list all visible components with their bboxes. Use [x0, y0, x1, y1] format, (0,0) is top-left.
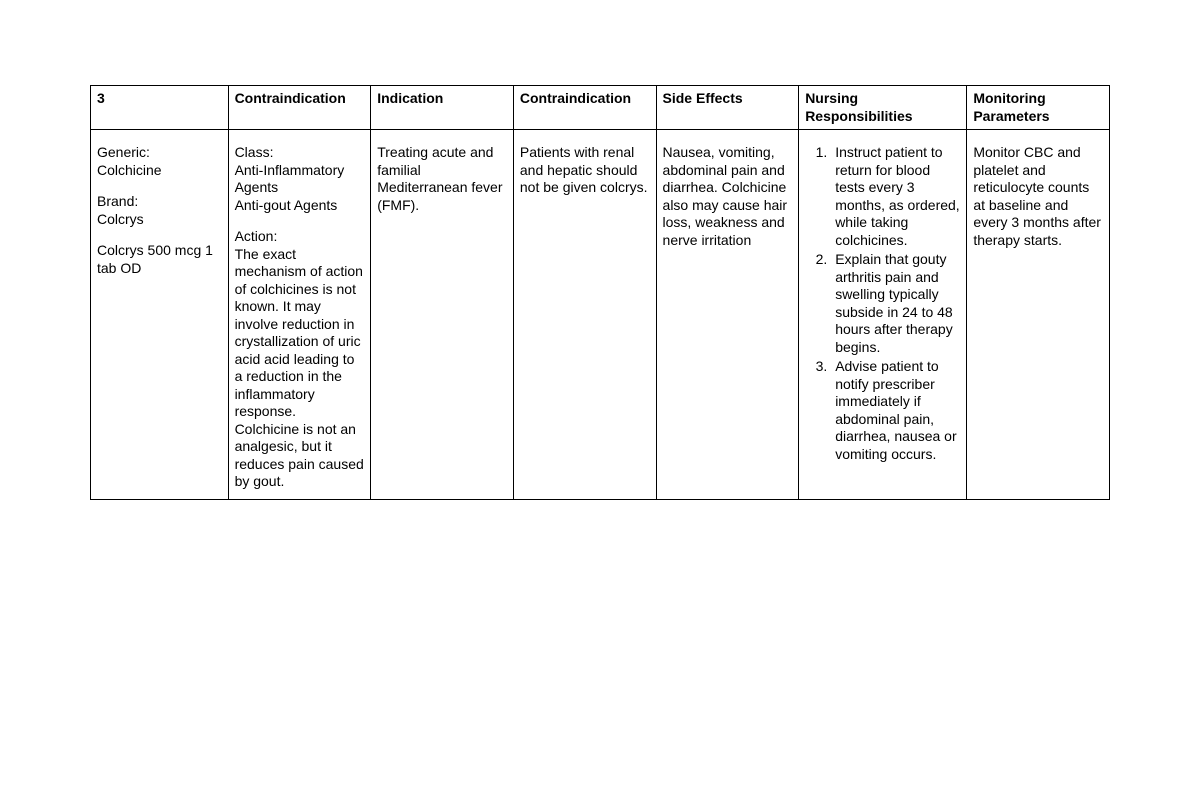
cell-nursing: Instruct patient to return for blood tes…	[799, 130, 967, 500]
col-header-nursing: Nursing Responsibilities	[799, 86, 967, 130]
class-line-1: Anti-Inflammatory Agents	[235, 162, 365, 197]
nursing-list: Instruct patient to return for blood tes…	[805, 144, 960, 463]
col-header-indication: Indication	[371, 86, 514, 130]
dose-text: Colcrys 500 mcg 1 tab OD	[97, 242, 222, 277]
table-header-row: 3 Contraindication Indication Contraindi…	[91, 86, 1110, 130]
generic-label: Generic:	[97, 144, 222, 162]
cell-side-effects: Nausea, vomiting, abdominal pain and dia…	[656, 130, 799, 500]
action-text: The exact mechanism of action of colchic…	[235, 246, 364, 490]
col-header-monitoring: Monitoring Parameters	[967, 86, 1110, 130]
cell-indication: Treating acute and familial Mediterranea…	[371, 130, 514, 500]
col-header-contraindication-2: Contraindication	[513, 86, 656, 130]
cell-class-action: Class: Anti-Inflammatory Agents Anti-gou…	[228, 130, 371, 500]
drug-info-table: 3 Contraindication Indication Contraindi…	[90, 85, 1110, 500]
nursing-item-3: Advise patient to notify prescriber imme…	[831, 358, 960, 463]
document-page: 3 Contraindication Indication Contraindi…	[0, 0, 1200, 500]
class-label: Class:	[235, 144, 365, 162]
class-line-2: Anti-gout Agents	[235, 197, 365, 215]
brand-value: Colcrys	[97, 211, 222, 229]
col-header-side-effects: Side Effects	[656, 86, 799, 130]
action-label: Action:	[235, 228, 365, 246]
col-header-contraindication-1: Contraindication	[228, 86, 371, 130]
nursing-item-1: Instruct patient to return for blood tes…	[831, 144, 960, 249]
table-row: Generic: Colchicine Brand: Colcrys Colcr…	[91, 130, 1110, 500]
brand-label: Brand:	[97, 193, 222, 211]
cell-drug: Generic: Colchicine Brand: Colcrys Colcr…	[91, 130, 229, 500]
generic-value: Colchicine	[97, 162, 222, 180]
col-header-number: 3	[91, 86, 229, 130]
nursing-item-2: Explain that gouty arthritis pain and sw…	[831, 251, 960, 356]
cell-contraindication-2: Patients with renal and hepatic should n…	[513, 130, 656, 500]
cell-monitoring: Monitor CBC and platelet and reticulocyt…	[967, 130, 1110, 500]
